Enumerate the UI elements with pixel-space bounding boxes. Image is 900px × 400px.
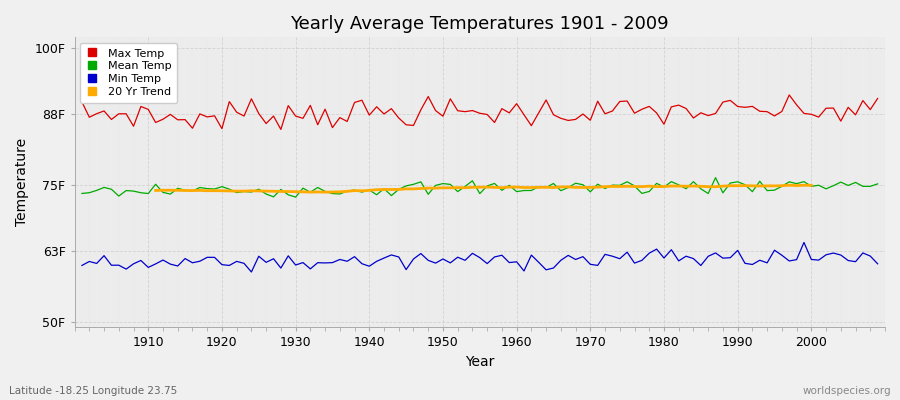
X-axis label: Year: Year [465, 355, 494, 369]
Legend: Max Temp, Mean Temp, Min Temp, 20 Yr Trend: Max Temp, Mean Temp, Min Temp, 20 Yr Tre… [80, 43, 177, 103]
Text: Latitude -18.25 Longitude 23.75: Latitude -18.25 Longitude 23.75 [9, 386, 177, 396]
Text: worldspecies.org: worldspecies.org [803, 386, 891, 396]
Title: Yearly Average Temperatures 1901 - 2009: Yearly Average Temperatures 1901 - 2009 [291, 15, 669, 33]
Y-axis label: Temperature: Temperature [15, 138, 29, 226]
